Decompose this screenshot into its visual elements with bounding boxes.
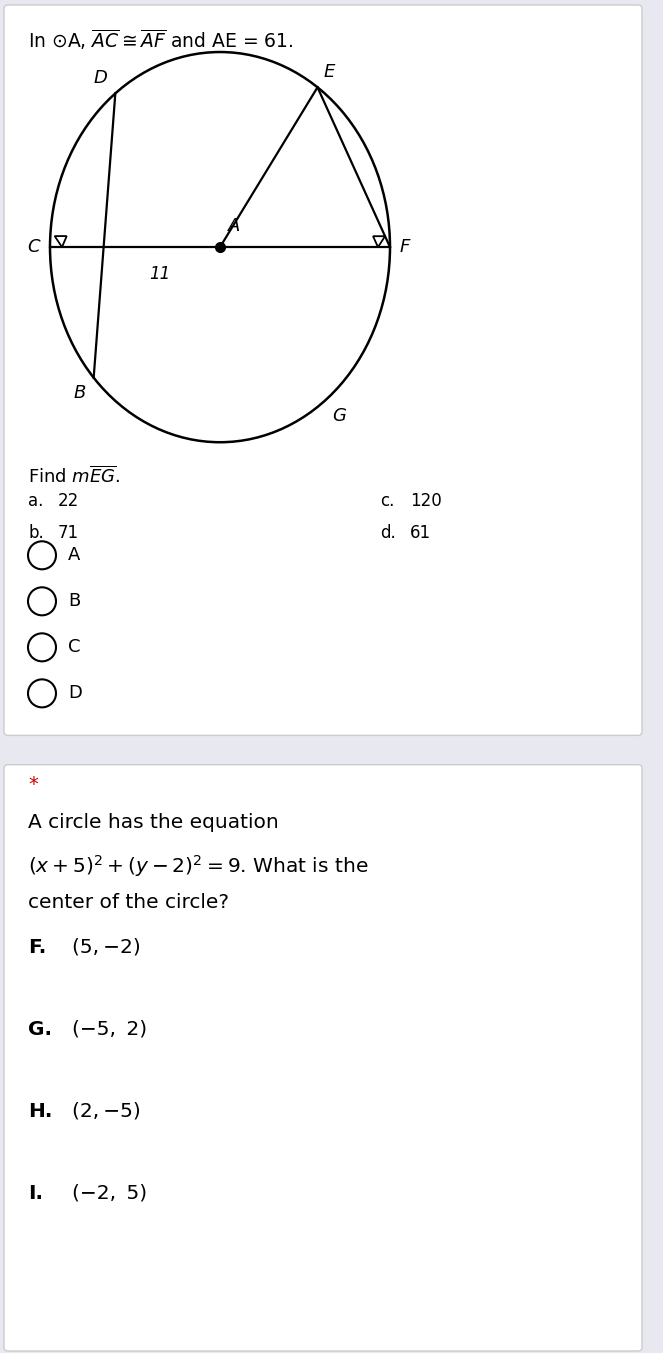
FancyBboxPatch shape bbox=[4, 764, 642, 1352]
Text: H.: H. bbox=[28, 1101, 52, 1120]
Text: 22: 22 bbox=[58, 492, 80, 510]
Text: C: C bbox=[68, 639, 80, 656]
Text: B: B bbox=[68, 593, 80, 610]
Text: G.: G. bbox=[28, 1020, 52, 1039]
Text: D: D bbox=[68, 685, 82, 702]
Text: I.: I. bbox=[28, 1184, 43, 1203]
Text: *: * bbox=[28, 775, 38, 794]
Text: (5, −2): (5, −2) bbox=[72, 938, 141, 957]
Text: B: B bbox=[74, 384, 86, 402]
Text: (−2,  5): (−2, 5) bbox=[72, 1184, 147, 1203]
Text: 11: 11 bbox=[149, 265, 170, 283]
Text: (2, −5): (2, −5) bbox=[72, 1101, 141, 1120]
Text: A: A bbox=[228, 216, 241, 235]
Text: A circle has the equation: A circle has the equation bbox=[28, 813, 278, 832]
Text: center of the circle?: center of the circle? bbox=[28, 893, 229, 912]
Text: G: G bbox=[333, 407, 347, 425]
Text: $(x + 5)^2 + (y - 2)^2 = 9$. What is the: $(x + 5)^2 + (y - 2)^2 = 9$. What is the bbox=[28, 852, 369, 878]
Text: In $\odot$A, $\overline{AC} \cong \overline{AF}$ and AE = 61.: In $\odot$A, $\overline{AC} \cong \overl… bbox=[28, 27, 294, 51]
Text: 71: 71 bbox=[58, 524, 79, 543]
Text: d.: d. bbox=[380, 524, 396, 543]
Text: C: C bbox=[27, 238, 40, 256]
Text: E: E bbox=[324, 64, 335, 81]
Text: F.: F. bbox=[28, 938, 46, 957]
Text: a.: a. bbox=[28, 492, 43, 510]
Text: A: A bbox=[68, 547, 80, 564]
Text: Find $m\overline{EG}$.: Find $m\overline{EG}$. bbox=[28, 465, 121, 487]
Text: b.: b. bbox=[28, 524, 44, 543]
Text: 120: 120 bbox=[410, 492, 442, 510]
Text: 61: 61 bbox=[410, 524, 431, 543]
FancyBboxPatch shape bbox=[4, 5, 642, 736]
Text: D: D bbox=[93, 69, 107, 88]
Text: F: F bbox=[400, 238, 410, 256]
Text: (−5,  2): (−5, 2) bbox=[72, 1020, 147, 1039]
Text: c.: c. bbox=[380, 492, 394, 510]
